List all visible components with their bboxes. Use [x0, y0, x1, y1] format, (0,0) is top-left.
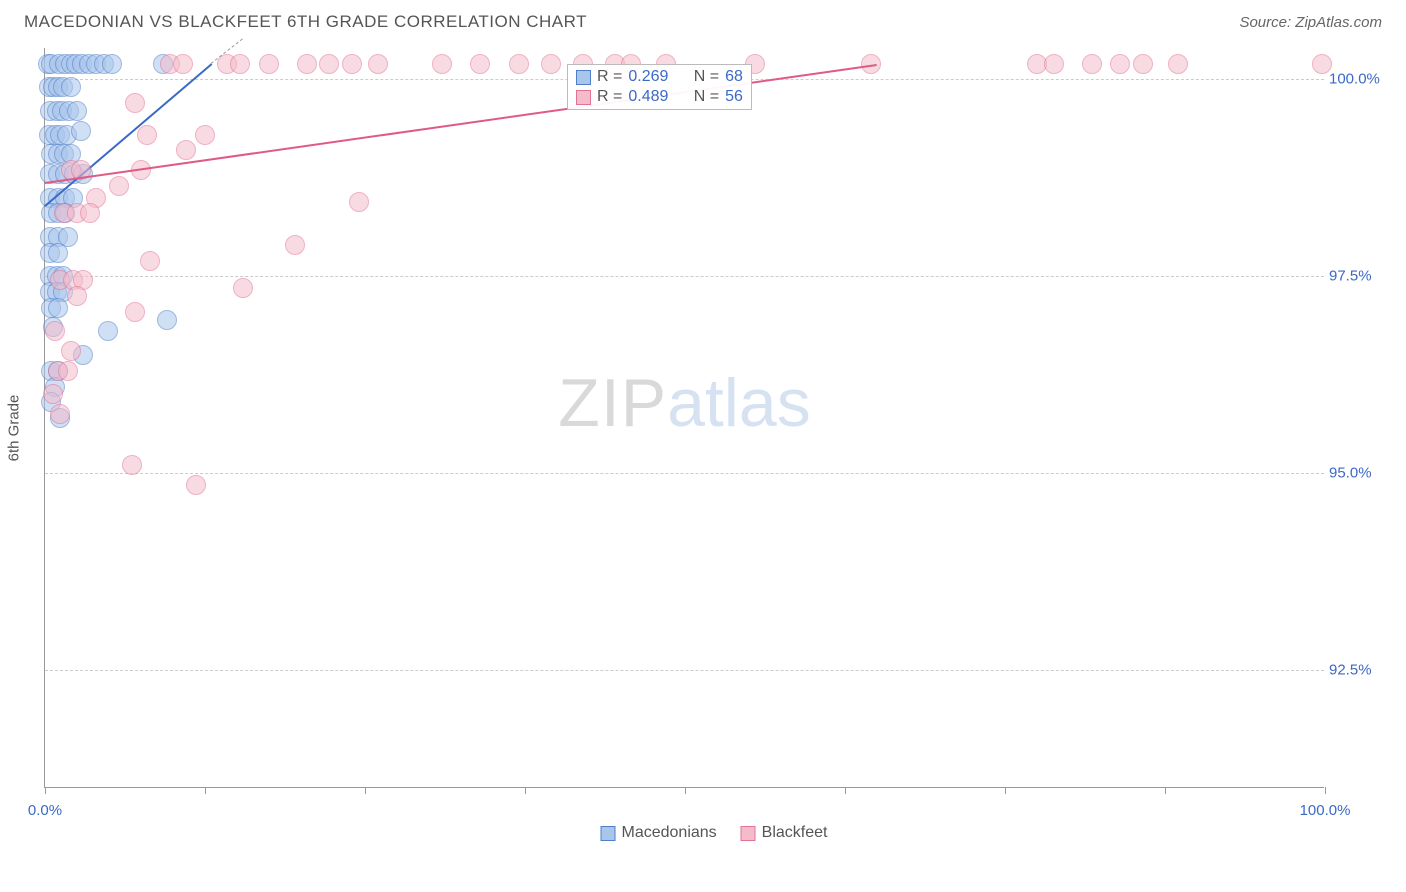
data-point-blackfeet — [1044, 54, 1064, 74]
x-tick — [1005, 787, 1006, 794]
data-point-blackfeet — [43, 384, 63, 404]
x-tick-label: 0.0% — [28, 802, 62, 819]
stats-box: R = 0.269 N = 68 R = 0.489 N = 56 — [567, 64, 752, 110]
y-tick-label: 95.0% — [1329, 465, 1384, 482]
data-point-blackfeet — [349, 192, 369, 212]
n-value: 56 — [725, 88, 743, 106]
data-point-blackfeet — [122, 455, 142, 475]
legend-label-macedonians: Macedonians — [622, 824, 717, 842]
data-point-blackfeet — [509, 54, 529, 74]
legend-item-macedonians: Macedonians — [601, 824, 717, 842]
r-label: R = — [597, 68, 622, 86]
data-point-blackfeet — [45, 321, 65, 341]
data-point-macedonians — [157, 310, 177, 330]
r-value: 0.489 — [628, 88, 668, 106]
r-label: R = — [597, 88, 622, 106]
data-point-macedonians — [98, 321, 118, 341]
x-tick — [1325, 787, 1326, 794]
x-tick-label: 100.0% — [1300, 802, 1351, 819]
data-point-blackfeet — [1133, 54, 1153, 74]
x-tick — [205, 787, 206, 794]
chart-title: MACEDONIAN VS BLACKFEET 6TH GRADE CORREL… — [24, 12, 587, 32]
data-point-blackfeet — [176, 140, 196, 160]
watermark: ZIPatlas — [558, 364, 810, 442]
x-tick — [365, 787, 366, 794]
x-tick — [45, 787, 46, 794]
data-point-blackfeet — [61, 341, 81, 361]
data-point-macedonians — [48, 243, 68, 263]
data-point-blackfeet — [80, 203, 100, 223]
grid-line-h — [45, 276, 1324, 277]
data-point-macedonians — [67, 101, 87, 121]
data-point-blackfeet — [137, 125, 157, 145]
data-point-blackfeet — [319, 54, 339, 74]
data-point-macedonians — [61, 77, 81, 97]
data-point-macedonians — [71, 121, 91, 141]
data-point-blackfeet — [1110, 54, 1130, 74]
data-point-blackfeet — [140, 251, 160, 271]
n-label: N = — [694, 68, 719, 86]
data-point-blackfeet — [173, 54, 193, 74]
y-tick-label: 97.5% — [1329, 268, 1384, 285]
n-label: N = — [694, 88, 719, 106]
data-point-blackfeet — [125, 93, 145, 113]
data-point-blackfeet — [1312, 54, 1332, 74]
data-point-blackfeet — [470, 54, 490, 74]
legend-swatch-blackfeet — [741, 826, 756, 841]
stats-row: R = 0.269 N = 68 — [576, 67, 743, 87]
data-point-blackfeet — [259, 54, 279, 74]
chart-container: 6th Grade ZIPatlas 92.5%95.0%97.5%100.0%… — [44, 48, 1384, 808]
grid-line-h — [45, 670, 1324, 671]
data-point-blackfeet — [125, 302, 145, 322]
data-point-blackfeet — [195, 125, 215, 145]
trend-line-blackfeet — [45, 64, 877, 184]
data-point-blackfeet — [230, 54, 250, 74]
data-point-macedonians — [48, 298, 68, 318]
x-tick — [845, 787, 846, 794]
plot-area: ZIPatlas 92.5%95.0%97.5%100.0%0.0%100.0%… — [44, 48, 1324, 788]
n-value: 68 — [725, 68, 743, 86]
grid-line-h — [45, 473, 1324, 474]
data-point-blackfeet — [186, 475, 206, 495]
x-tick — [525, 787, 526, 794]
stats-swatch — [576, 90, 591, 105]
data-point-blackfeet — [541, 54, 561, 74]
x-tick — [1165, 787, 1166, 794]
data-point-blackfeet — [368, 54, 388, 74]
data-point-blackfeet — [285, 235, 305, 255]
data-point-macedonians — [102, 54, 122, 74]
data-point-blackfeet — [342, 54, 362, 74]
r-value: 0.269 — [628, 68, 668, 86]
data-point-blackfeet — [50, 404, 70, 424]
y-tick-label: 92.5% — [1329, 661, 1384, 678]
data-point-blackfeet — [67, 286, 87, 306]
legend-label-blackfeet: Blackfeet — [762, 824, 828, 842]
stats-swatch — [576, 70, 591, 85]
data-point-blackfeet — [1168, 54, 1188, 74]
x-tick — [685, 787, 686, 794]
source-attribution: Source: ZipAtlas.com — [1239, 14, 1382, 31]
y-axis-title: 6th Grade — [6, 395, 23, 462]
y-tick-label: 100.0% — [1329, 71, 1384, 88]
legend-swatch-macedonians — [601, 826, 616, 841]
bottom-legend: Macedonians Blackfeet — [601, 824, 828, 842]
data-point-blackfeet — [58, 361, 78, 381]
data-point-blackfeet — [297, 54, 317, 74]
stats-row: R = 0.489 N = 56 — [576, 87, 743, 107]
data-point-blackfeet — [432, 54, 452, 74]
data-point-blackfeet — [233, 278, 253, 298]
legend-item-blackfeet: Blackfeet — [741, 824, 828, 842]
data-point-blackfeet — [109, 176, 129, 196]
data-point-blackfeet — [1082, 54, 1102, 74]
